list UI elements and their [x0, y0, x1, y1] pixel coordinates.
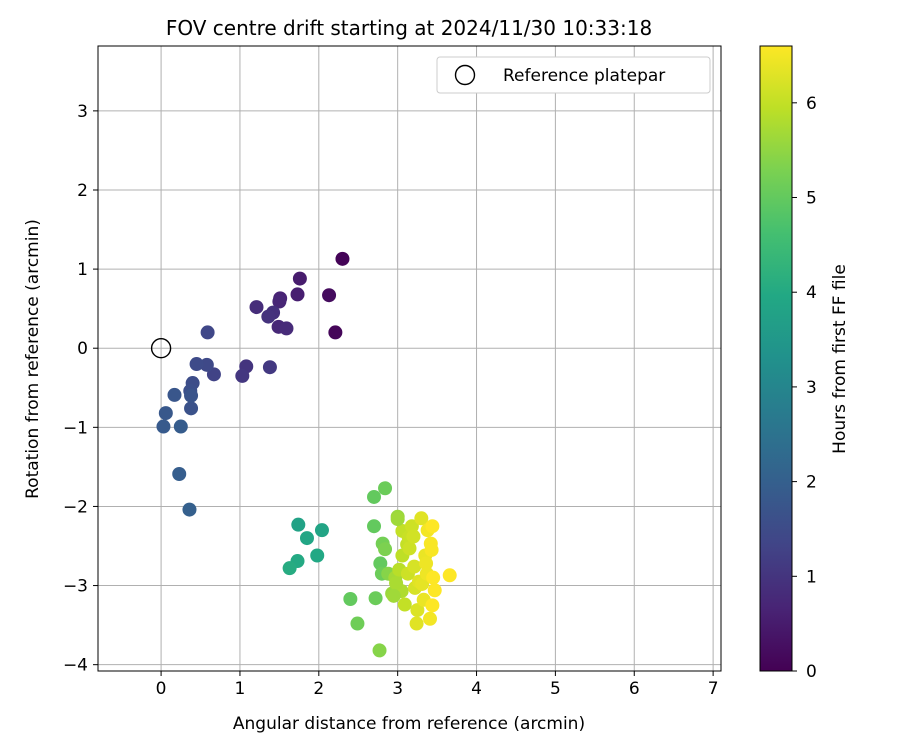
data-point: [424, 542, 439, 557]
data-point: [367, 519, 382, 534]
data-point: [290, 287, 305, 302]
y-tick-label: 2: [77, 181, 88, 201]
grid: [98, 46, 721, 671]
chart-title: FOV centre drift starting at 2024/11/30 …: [166, 16, 652, 40]
y-tick-label: −3: [63, 577, 88, 597]
data-point: [425, 519, 440, 534]
data-point: [386, 588, 401, 603]
x-tick-label: 2: [313, 679, 324, 699]
data-point: [350, 616, 365, 631]
data-point: [167, 387, 182, 402]
data-point: [184, 388, 199, 403]
y-tick-label: −4: [63, 656, 88, 676]
colorbar-tick-label: 6: [806, 94, 817, 114]
data-point: [378, 542, 393, 557]
data-point: [368, 591, 383, 606]
colorbar: 0 1 2 3 4 5 6 Hours from first FF file: [759, 45, 850, 682]
legend-box: [436, 56, 711, 94]
data-point: [372, 643, 387, 658]
data-point: [328, 325, 343, 340]
y-tick-label: −2: [63, 497, 88, 517]
data-point: [335, 251, 350, 266]
x-axis-ticks: 0 1 2 3 4 5 6 7: [156, 671, 719, 699]
data-point: [261, 309, 276, 324]
x-tick-label: 6: [629, 679, 640, 699]
data-point: [158, 406, 173, 421]
plot-frame: [97, 45, 722, 672]
data-point: [199, 357, 214, 372]
data-point: [427, 583, 442, 598]
data-point: [291, 517, 306, 532]
colorbar-tick-label: 0: [806, 662, 817, 682]
data-point: [389, 576, 404, 591]
data-point: [322, 288, 337, 303]
data-point: [390, 512, 405, 527]
data-point: [367, 489, 382, 504]
data-point: [314, 523, 329, 538]
y-axis-label: Rotation from reference (arcmin): [23, 219, 43, 499]
colorbar-ticks: 0 1 2 3 4 5 6: [792, 94, 817, 682]
data-point: [200, 325, 215, 340]
data-point: [442, 568, 457, 583]
data-point: [409, 616, 424, 631]
data-point: [406, 529, 421, 544]
data-point: [262, 360, 277, 375]
x-tick-label: 7: [708, 679, 719, 699]
data-point: [184, 401, 199, 416]
colorbar-tick-label: 4: [806, 283, 817, 303]
x-tick-label: 5: [550, 679, 561, 699]
data-point: [310, 548, 325, 563]
data-point: [299, 531, 314, 546]
data-point: [182, 502, 197, 517]
colorbar-label: Hours from first FF file: [830, 264, 850, 454]
x-axis-label: Angular distance from reference (arcmin): [233, 714, 585, 734]
data-point: [419, 556, 434, 571]
data-point: [425, 598, 440, 613]
data-point: [272, 294, 287, 309]
y-tick-label: 0: [77, 339, 88, 359]
x-tick-label: 3: [392, 679, 403, 699]
x-tick-label: 4: [471, 679, 482, 699]
data-point: [407, 559, 422, 574]
data-point: [373, 556, 388, 571]
data-point: [397, 597, 412, 612]
data-point: [189, 357, 204, 372]
y-tick-label: 1: [77, 260, 88, 280]
colorbar-tick-label: 1: [806, 567, 817, 587]
data-point: [235, 368, 250, 383]
x-tick-label: 1: [235, 679, 246, 699]
y-axis-ticks: −4 −3 −2 −1 0 1 2 3: [63, 102, 98, 676]
colorbar-gradient: [759, 45, 793, 672]
x-tick-label: 0: [156, 679, 167, 699]
data-point: [378, 481, 393, 496]
y-tick-label: 3: [77, 102, 88, 122]
data-point: [279, 321, 294, 336]
data-point: [172, 467, 187, 482]
legend-label: Reference platepar: [503, 66, 665, 86]
colorbar-tick-label: 2: [806, 473, 817, 493]
data-points: [156, 251, 457, 658]
data-point: [156, 419, 171, 434]
data-point: [173, 419, 188, 434]
data-point: [423, 611, 438, 626]
data-point: [414, 511, 429, 526]
data-point: [402, 541, 417, 556]
data-point: [292, 271, 307, 286]
legend-marker-icon: [454, 64, 476, 86]
colorbar-tick-label: 5: [806, 189, 817, 209]
colorbar-tick-label: 3: [806, 378, 817, 398]
reference-marker-layer: [150, 338, 172, 359]
data-point: [410, 603, 425, 618]
data-point: [426, 570, 441, 585]
data-point: [343, 592, 358, 607]
data-point: [404, 519, 419, 534]
data-point: [249, 300, 264, 315]
y-tick-label: −1: [63, 418, 88, 438]
legend: Reference platepar: [436, 56, 711, 94]
data-point: [282, 561, 297, 576]
reference-marker: [150, 338, 172, 359]
